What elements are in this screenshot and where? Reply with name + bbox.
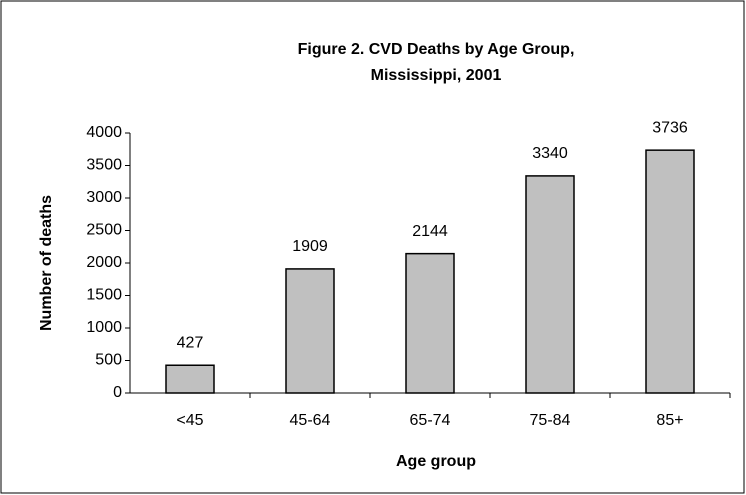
y-tick-label: 500 bbox=[95, 352, 122, 369]
data-label: 2144 bbox=[412, 223, 448, 240]
y-tick-label: 3000 bbox=[86, 189, 122, 206]
y-tick-label: 1000 bbox=[86, 319, 122, 336]
y-tick-label: 2000 bbox=[86, 254, 122, 271]
bar bbox=[525, 175, 575, 394]
x-tick-label: 65-74 bbox=[410, 412, 451, 429]
data-label: 1909 bbox=[292, 238, 328, 255]
y-tick-label: 4000 bbox=[86, 124, 122, 141]
data-label: 3736 bbox=[652, 119, 688, 136]
chart-title: Figure 2. CVD Deaths by Age Group, bbox=[298, 41, 575, 58]
bar bbox=[285, 268, 335, 394]
x-tick-label: 85+ bbox=[656, 412, 683, 429]
x-axis-label: Age group bbox=[396, 453, 476, 470]
x-tick-label: 45-64 bbox=[290, 412, 331, 429]
bar bbox=[405, 252, 455, 394]
x-tick-label: <45 bbox=[176, 412, 203, 429]
y-tick-label: 0 bbox=[113, 384, 122, 401]
bar bbox=[645, 149, 695, 394]
y-tick-label: 3500 bbox=[86, 157, 122, 174]
y-tick-label: 2500 bbox=[86, 222, 122, 239]
y-axis-label: Number of deaths bbox=[38, 195, 55, 331]
y-tick-label: 1500 bbox=[86, 287, 122, 304]
chart-title: Mississippi, 2001 bbox=[371, 67, 502, 84]
data-label: 3340 bbox=[532, 145, 568, 162]
x-tick-label: 75-84 bbox=[530, 412, 571, 429]
bar bbox=[165, 364, 215, 394]
data-label: 427 bbox=[177, 334, 204, 351]
